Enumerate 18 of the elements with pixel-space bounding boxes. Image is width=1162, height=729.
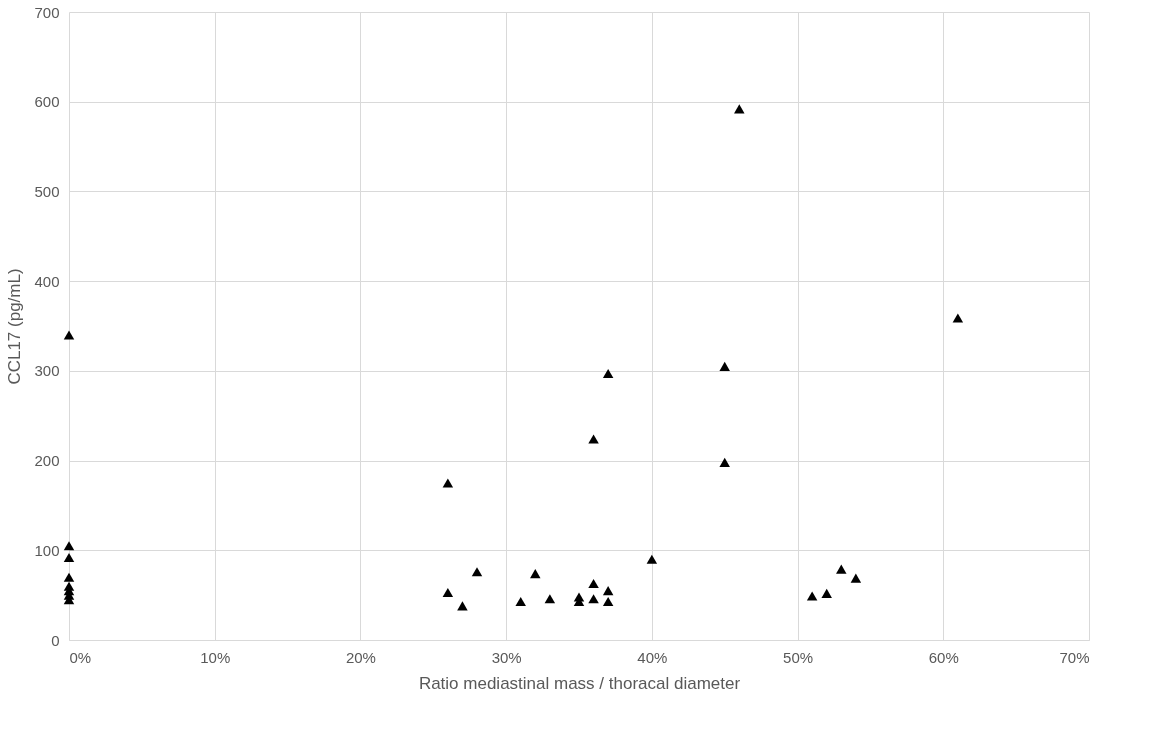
x-tick-label: 10% — [200, 648, 231, 666]
y-tick-label: 400 — [34, 272, 60, 290]
x-tick-label: 50% — [783, 648, 814, 666]
y-tick-label: 600 — [34, 93, 60, 111]
x-tick-label: 60% — [928, 648, 959, 666]
x-tick-label: 30% — [491, 648, 522, 666]
x-tick-label: 0% — [69, 648, 92, 666]
x-axis-title: Ratio mediastinal mass / thoracal diameter — [418, 673, 741, 693]
y-tick-label: 500 — [34, 182, 60, 200]
y-tick-label: 200 — [34, 452, 60, 470]
y-tick-label: 700 — [34, 3, 60, 21]
y-axis-title: CCL17 (pg/mL) — [5, 268, 25, 385]
y-tick-label: 100 — [34, 541, 60, 559]
x-tick-label: 20% — [345, 648, 376, 666]
y-tick-label: 300 — [34, 362, 60, 380]
x-tick-label: 40% — [637, 648, 668, 666]
x-tick-label: 70% — [1059, 648, 1090, 666]
y-tick-label: 0 — [51, 631, 60, 649]
